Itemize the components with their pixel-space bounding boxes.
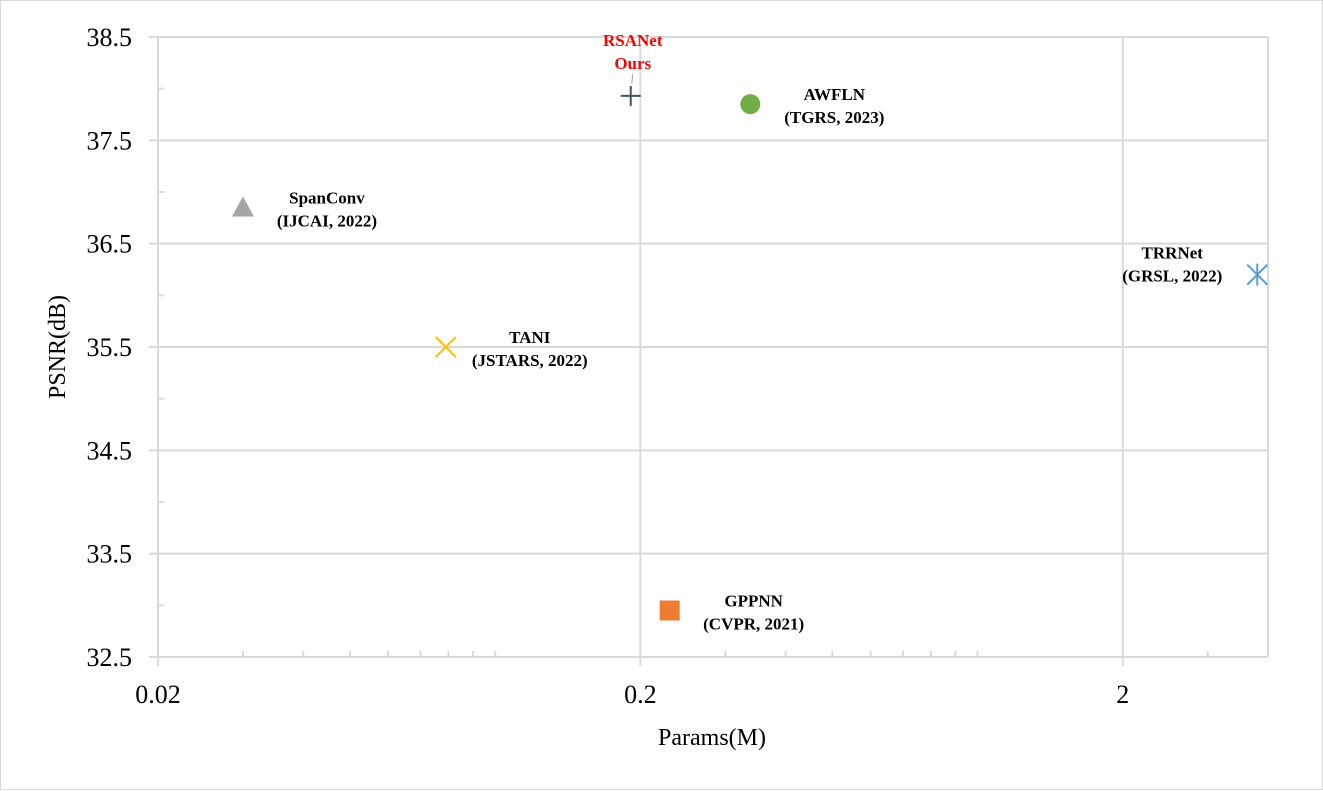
circle-marker (740, 94, 761, 115)
point-label-line: RSANet (603, 31, 663, 50)
point-label-line: (CVPR, 2021) (703, 615, 804, 634)
data-point-plus (620, 85, 641, 106)
tick-label-layer: 38.5 37.5 36.5 35.5 34.5 33.5 32.50.02 0.2 2 (87, 23, 1130, 709)
point-label: AWFLN (TGRS, 2023) (784, 85, 884, 127)
point-label-line: (IJCAI, 2022) (277, 212, 377, 231)
point-layer (231, 85, 1268, 621)
y-tick-label: 32.5 (87, 643, 133, 672)
y-tick-label: 36.5 (87, 230, 133, 259)
point-label: TRRNet (GRSL, 2022) (1122, 244, 1222, 286)
point-label: RSANet Ours (603, 31, 663, 73)
y-axis-title: PSNR(dB) (45, 295, 71, 399)
data-point-triangle (231, 196, 254, 217)
x-tick-label: 0.02 (135, 680, 181, 709)
point-label-line: TRRNet (1142, 244, 1204, 263)
point-label: TANI (JSTARS, 2022) (472, 328, 588, 370)
triangle-marker (231, 196, 254, 217)
data-point-x (435, 336, 457, 358)
x-tick-label: 0.2 (624, 680, 657, 709)
grid-layer (158, 36, 1269, 657)
data-point-asterisk (1246, 263, 1268, 286)
label-leader-line (631, 73, 634, 84)
point-label-line: Ours (614, 54, 651, 73)
axis-layer (149, 36, 1269, 666)
point-label-line: TANI (509, 328, 551, 347)
y-tick-label: 37.5 (87, 126, 133, 155)
point-label-line: GPPNN (724, 592, 783, 611)
x-tick-label: 2 (1116, 680, 1129, 709)
y-tick-label: 34.5 (87, 436, 133, 465)
data-point-square (659, 600, 680, 621)
y-tick-label: 35.5 (87, 333, 133, 362)
y-tick-label: 33.5 (87, 540, 133, 569)
data-point-circle (740, 94, 761, 115)
point-label-line: (TGRS, 2023) (784, 108, 884, 127)
point-label-line: SpanConv (289, 189, 365, 208)
point-label-line: AWFLN (804, 85, 866, 104)
point-label: SpanConv (IJCAI, 2022) (277, 189, 377, 231)
label-layer: RSANet Ours AWFLN (TGRS, 2023) SpanConv (IJCA… (277, 31, 1222, 634)
point-label-line: (JSTARS, 2022) (472, 351, 588, 370)
x-axis-title: Params(M) (658, 725, 766, 751)
point-label: GPPNN (CVPR, 2021) (703, 592, 804, 634)
point-label-line: (GRSL, 2022) (1122, 267, 1222, 286)
y-tick-label: 38.5 (87, 23, 133, 52)
x-marker-b (435, 336, 457, 358)
square-marker (659, 600, 680, 621)
